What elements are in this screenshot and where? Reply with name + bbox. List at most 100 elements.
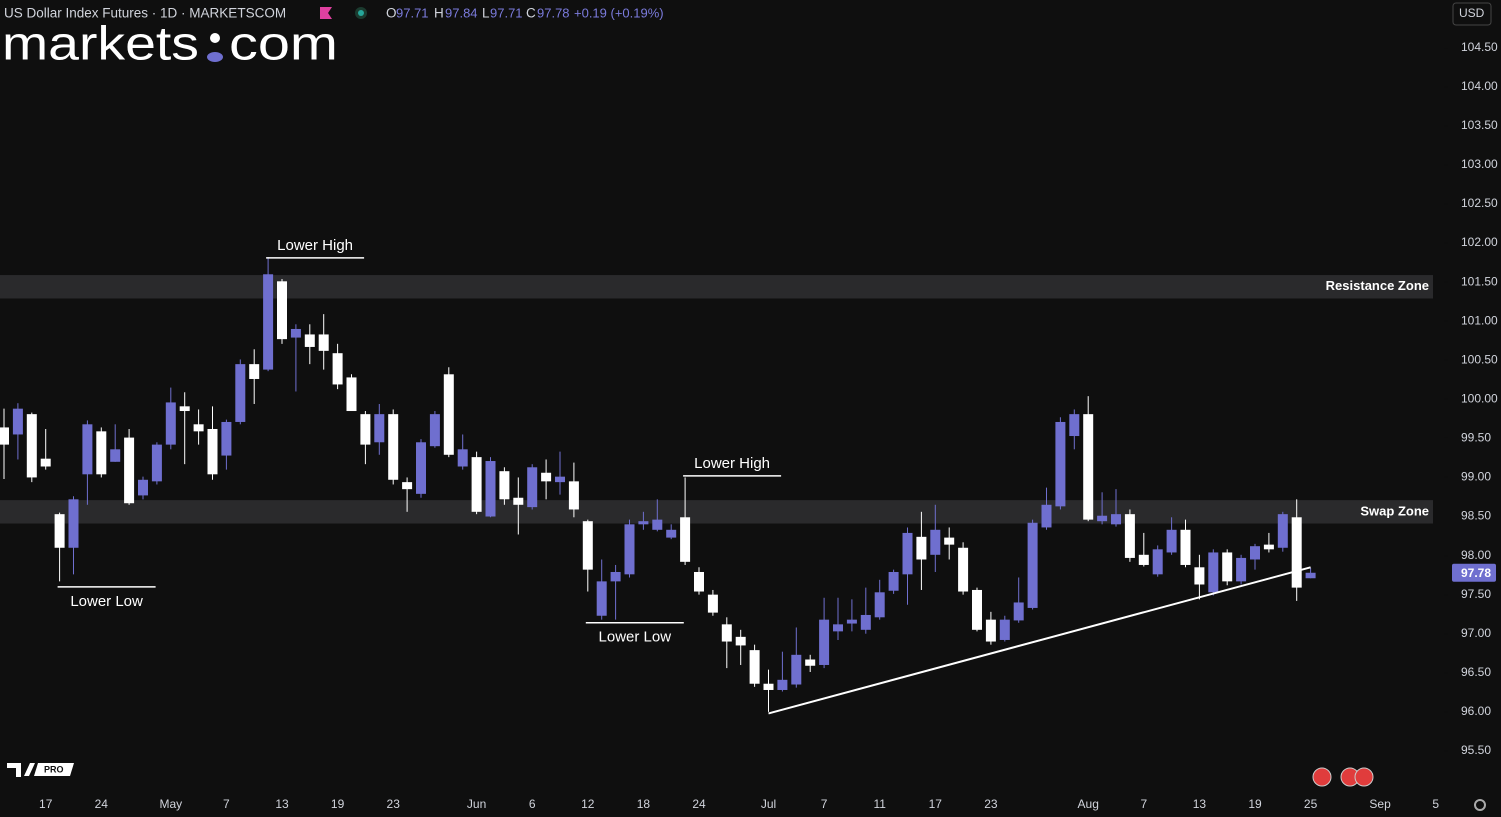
candle-body (694, 571, 704, 592)
candle-body (1166, 529, 1177, 553)
candle-body (819, 619, 830, 665)
candle-body (985, 619, 996, 642)
y-tick-label: 98.50 (1461, 509, 1491, 523)
x-tick-label: Jun (467, 797, 486, 811)
y-tick-label: 99.00 (1461, 470, 1491, 484)
candle-body (110, 449, 121, 462)
y-tick-label: 101.00 (1461, 313, 1498, 327)
annotation-label: Lower Low (599, 629, 672, 646)
candle-body (1055, 421, 1066, 507)
pro-badge (34, 763, 74, 776)
y-tick-label: 104.50 (1461, 40, 1498, 54)
candle-body (1263, 544, 1274, 550)
candle-body (1277, 514, 1288, 548)
flag-icon (320, 7, 332, 19)
x-tick-label: 17 (929, 797, 943, 811)
candle-body (721, 624, 732, 642)
candle-body (777, 679, 788, 690)
change-value: +0.19 (+0.19%) (574, 5, 664, 20)
candle-body (610, 571, 621, 582)
y-tick-label: 97.50 (1461, 587, 1491, 601)
candle-body (485, 461, 496, 517)
settings-icon[interactable] (1474, 799, 1486, 811)
candle-body (1041, 504, 1052, 528)
x-tick-label: May (159, 797, 182, 811)
candle-body (1305, 572, 1316, 579)
candle-body (833, 624, 843, 632)
y-tick-label: 100.50 (1461, 352, 1498, 366)
candle-body (944, 537, 955, 545)
zone-label: Swap Zone (1360, 503, 1429, 518)
candle-body (1027, 522, 1038, 608)
x-tick-label: Sep (1369, 797, 1391, 811)
candle-body (207, 428, 218, 475)
y-tick-label: 103.50 (1461, 118, 1498, 132)
candle-body (1180, 529, 1191, 565)
currency-button[interactable] (1452, 2, 1492, 26)
candle-body (1194, 567, 1205, 585)
x-tick-label: 6 (529, 797, 536, 811)
event-flag[interactable] (1312, 767, 1332, 787)
y-tick-label: 102.50 (1461, 196, 1498, 210)
symbol-title: US Dollar Index Futures · 1D · MARKETSCO… (4, 6, 286, 21)
candle-body (596, 581, 607, 616)
zone-label: Resistance Zone (1326, 278, 1429, 293)
candle-body (624, 524, 635, 575)
x-tick-label: 7 (1140, 797, 1147, 811)
candle-body (1208, 552, 1219, 593)
candle-body (12, 408, 23, 435)
candle-body (763, 683, 774, 690)
trend-line (768, 566, 1311, 715)
x-tick-label: Aug (1078, 797, 1099, 811)
logo-text: com (229, 16, 338, 69)
zone (0, 275, 1433, 299)
candle-body (1250, 546, 1260, 560)
candle-body (1236, 557, 1247, 582)
candle-body (930, 529, 941, 555)
candle-body (249, 364, 260, 379)
logo-dot (210, 33, 220, 43)
candle-body (443, 374, 454, 455)
ohlc-label: L (482, 6, 490, 21)
candle-body (68, 499, 79, 548)
candle-body (582, 521, 593, 570)
candle-body (1291, 517, 1302, 588)
candle-body (290, 328, 301, 338)
candle-body (1069, 414, 1080, 437)
candle-body (429, 414, 440, 447)
y-tick-label: 99.50 (1461, 431, 1491, 445)
x-tick-label: 7 (821, 797, 828, 811)
y-tick-label: 97.00 (1461, 626, 1491, 640)
candle-body (82, 424, 93, 475)
x-tick-label: 12 (581, 797, 595, 811)
y-tick-label: 98.00 (1461, 548, 1491, 562)
candle-body (151, 444, 162, 482)
candle-body (277, 281, 287, 340)
candle-body (471, 457, 482, 512)
candle-body (402, 482, 413, 490)
candle-body (235, 364, 246, 422)
candle-body (874, 592, 885, 618)
x-tick-label: 13 (275, 797, 289, 811)
currency-label[interactable]: USD (1459, 6, 1485, 20)
candle-body (40, 458, 51, 467)
x-tick-label: 25 (1304, 797, 1318, 811)
candle-body (318, 334, 329, 351)
candle-body (805, 659, 816, 666)
x-tick-label: 17 (39, 797, 53, 811)
candle-body (860, 614, 871, 630)
event-flag[interactable] (1354, 767, 1374, 787)
candle-body (388, 414, 399, 480)
candle-body (416, 442, 426, 494)
y-tick-label: 102.00 (1461, 235, 1498, 249)
candle-body (1138, 554, 1149, 565)
x-tick-label: 5 (1432, 797, 1439, 811)
y-tick-label: 101.50 (1461, 274, 1498, 288)
x-tick-label: 11 (873, 797, 886, 811)
candle-body (263, 274, 274, 370)
candle-body (1124, 514, 1135, 558)
candle-body (1111, 514, 1121, 525)
candle-body (360, 414, 371, 445)
